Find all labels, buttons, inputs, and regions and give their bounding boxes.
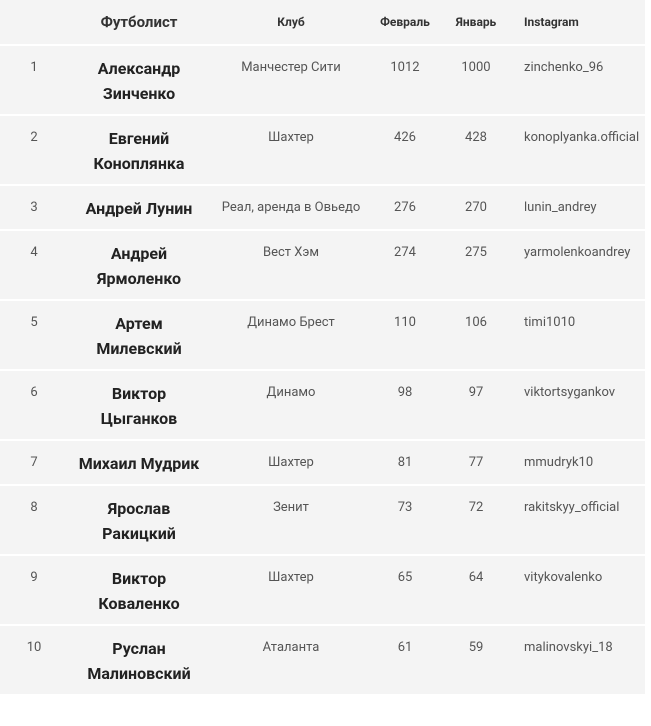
club-cell: Шахтер (210, 115, 372, 186)
player-cell: Артем Милевский (68, 300, 210, 371)
table-row: 10 Руслан Малиновский Аталанта 61 59 malinovs… (0, 625, 645, 696)
player-cell: Ярослав Ракицкий (68, 485, 210, 556)
club-cell: Динамо Брест (210, 300, 372, 371)
table-row: 5 Артем Милевский Динамо Брест 110 106 timi10… (0, 300, 645, 371)
club-cell: Аталанта (210, 625, 372, 696)
rank-cell: 1 (0, 45, 68, 116)
header-row: Футболист Клуб Февраль Январь Instagram (0, 0, 645, 46)
table-row: 6 Виктор Цыганков Динамо 98 97 viktortsyganko… (0, 370, 645, 441)
table-row: 7 Михаил Мудрик Шахтер 81 77 mmudryk10 (0, 440, 645, 486)
ranking-table: Футболист Клуб Февраль Январь Instagram 1 Але… (0, 0, 645, 696)
player-cell: Андрей Лунин (68, 185, 210, 231)
instagram-cell: yarmolenkoandrey (514, 230, 645, 301)
instagram-cell: rakitskyy_official (514, 485, 645, 556)
instagram-cell: viktortsygankov (514, 370, 645, 441)
instagram-cell: zinchenko_96 (514, 45, 645, 116)
table-row: 3 Андрей Лунин Реал, аренда в Овьедо 276 270… (0, 185, 645, 231)
header-cell: Instagram (514, 0, 645, 46)
february-cell: 73 (372, 485, 438, 556)
january-cell: 428 (438, 115, 514, 186)
rank-cell: 9 (0, 555, 68, 626)
player-cell: Руслан Малиновский (68, 625, 210, 696)
club-cell: Шахтер (210, 555, 372, 626)
table-row: 9 Виктор Коваленко Шахтер 65 64 vitykovalenko (0, 555, 645, 626)
rank-cell: 6 (0, 370, 68, 441)
club-cell: Зенит (210, 485, 372, 556)
club-cell: Динамо (210, 370, 372, 441)
january-cell: 106 (438, 300, 514, 371)
header-cell: Клуб (210, 0, 372, 46)
january-cell: 270 (438, 185, 514, 231)
rank-cell: 8 (0, 485, 68, 556)
february-cell: 426 (372, 115, 438, 186)
rank-cell: 5 (0, 300, 68, 371)
player-cell: Виктор Цыганков (68, 370, 210, 441)
february-cell: 81 (372, 440, 438, 486)
january-cell: 275 (438, 230, 514, 301)
rank-cell: 7 (0, 440, 68, 486)
header-cell: Февраль (372, 0, 438, 46)
february-cell: 1012 (372, 45, 438, 116)
rank-cell: 2 (0, 115, 68, 186)
instagram-cell: mmudryk10 (514, 440, 645, 486)
rank-cell: 4 (0, 230, 68, 301)
january-cell: 64 (438, 555, 514, 626)
january-cell: 59 (438, 625, 514, 696)
player-cell: Александр Зинченко (68, 45, 210, 116)
table-row: 2 Евгений Коноплянка Шахтер 426 428 konoplyan… (0, 115, 645, 186)
header-cell: Футболист (68, 0, 210, 46)
club-cell: Шахтер (210, 440, 372, 486)
table-row: 1 Александр Зинченко Манчестер Сити 1012 100… (0, 45, 645, 116)
instagram-cell: malinovskyi_18 (514, 625, 645, 696)
instagram-cell: vitykovalenko (514, 555, 645, 626)
february-cell: 274 (372, 230, 438, 301)
january-cell: 1000 (438, 45, 514, 116)
player-cell: Михаил Мудрик (68, 440, 210, 486)
player-cell: Андрей Ярмоленко (68, 230, 210, 301)
february-cell: 65 (372, 555, 438, 626)
table-row: 4 Андрей Ярмоленко Вест Хэм 274 275 yarmolenk… (0, 230, 645, 301)
january-cell: 97 (438, 370, 514, 441)
club-cell: Реал, аренда в Овьедо (210, 185, 372, 231)
february-cell: 98 (372, 370, 438, 441)
february-cell: 61 (372, 625, 438, 696)
february-cell: 276 (372, 185, 438, 231)
instagram-cell: konoplyanka.official (514, 115, 645, 186)
header-cell: Январь (438, 0, 514, 46)
table-row: 8 Ярослав Ракицкий Зенит 73 72 rakitskyy_offi… (0, 485, 645, 556)
instagram-cell: timi1010 (514, 300, 645, 371)
instagram-cell: lunin_andrey (514, 185, 645, 231)
club-cell: Манчестер Сити (210, 45, 372, 116)
february-cell: 110 (372, 300, 438, 371)
player-cell: Виктор Коваленко (68, 555, 210, 626)
rank-cell: 10 (0, 625, 68, 696)
player-cell: Евгений Коноплянка (68, 115, 210, 186)
header-cell (0, 0, 68, 46)
january-cell: 77 (438, 440, 514, 486)
rank-cell: 3 (0, 185, 68, 231)
january-cell: 72 (438, 485, 514, 556)
table-body: 1 Александр Зинченко Манчестер Сити 1012 100… (0, 45, 645, 696)
club-cell: Вест Хэм (210, 230, 372, 301)
